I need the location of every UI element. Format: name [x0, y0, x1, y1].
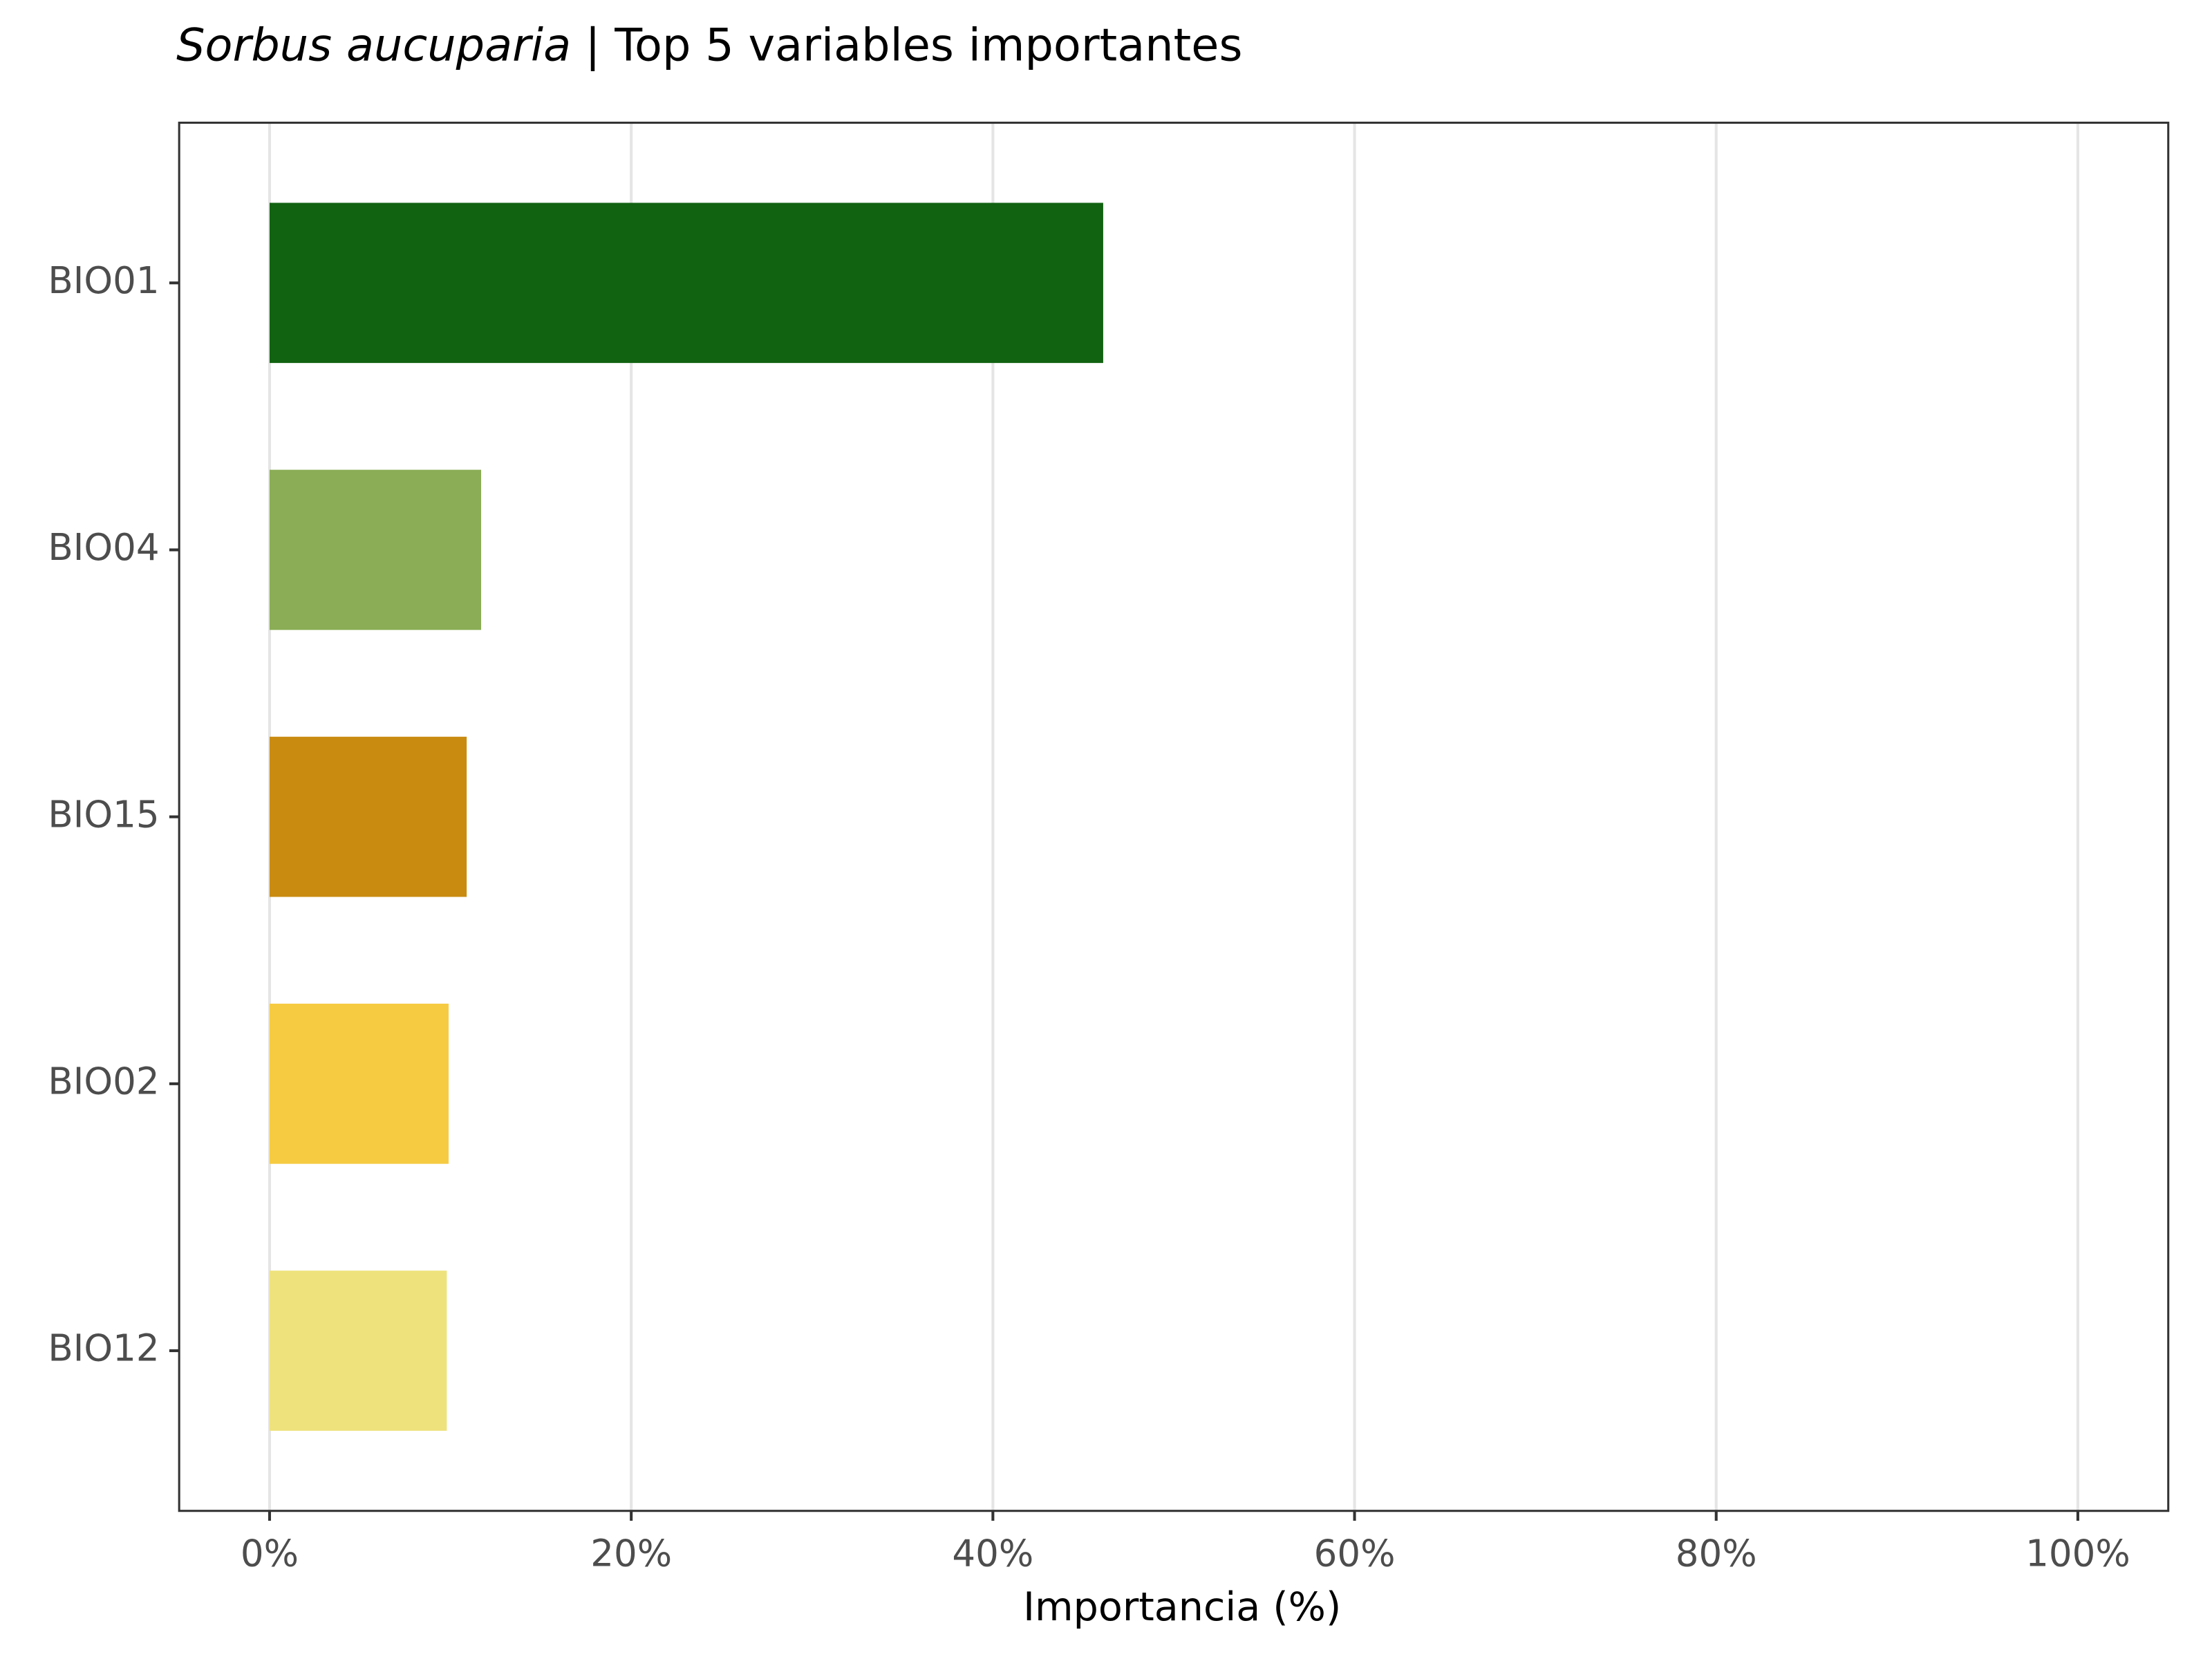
x-axis-title: Importancia (%) [1023, 1584, 1341, 1630]
x-tick-label: 40% [952, 1533, 1033, 1575]
plot-border [178, 122, 2170, 1512]
bar [269, 469, 482, 630]
title-species: Sorbus aucuparia [176, 19, 571, 71]
bar [269, 1271, 447, 1431]
title-text: | Top 5 variables importantes [585, 19, 1243, 71]
x-tick-label: 60% [1314, 1533, 1396, 1575]
bar [269, 736, 467, 897]
y-tick-label: BIO15 [48, 793, 159, 836]
chart-title: Sorbus aucuparia | Top 5 variables import… [176, 19, 1242, 71]
x-tick-label: 0% [241, 1533, 299, 1575]
x-tick-label: 20% [590, 1533, 672, 1575]
bar [269, 1003, 449, 1164]
y-tick-label: BIO02 [48, 1060, 159, 1103]
y-tick-label: BIO01 [48, 259, 159, 302]
y-tick-label: BIO12 [48, 1327, 159, 1370]
x-tick-label: 100% [2025, 1533, 2130, 1575]
bar [269, 203, 1103, 364]
x-tick-label: 80% [1676, 1533, 1757, 1575]
y-tick-label: BIO04 [48, 526, 159, 569]
